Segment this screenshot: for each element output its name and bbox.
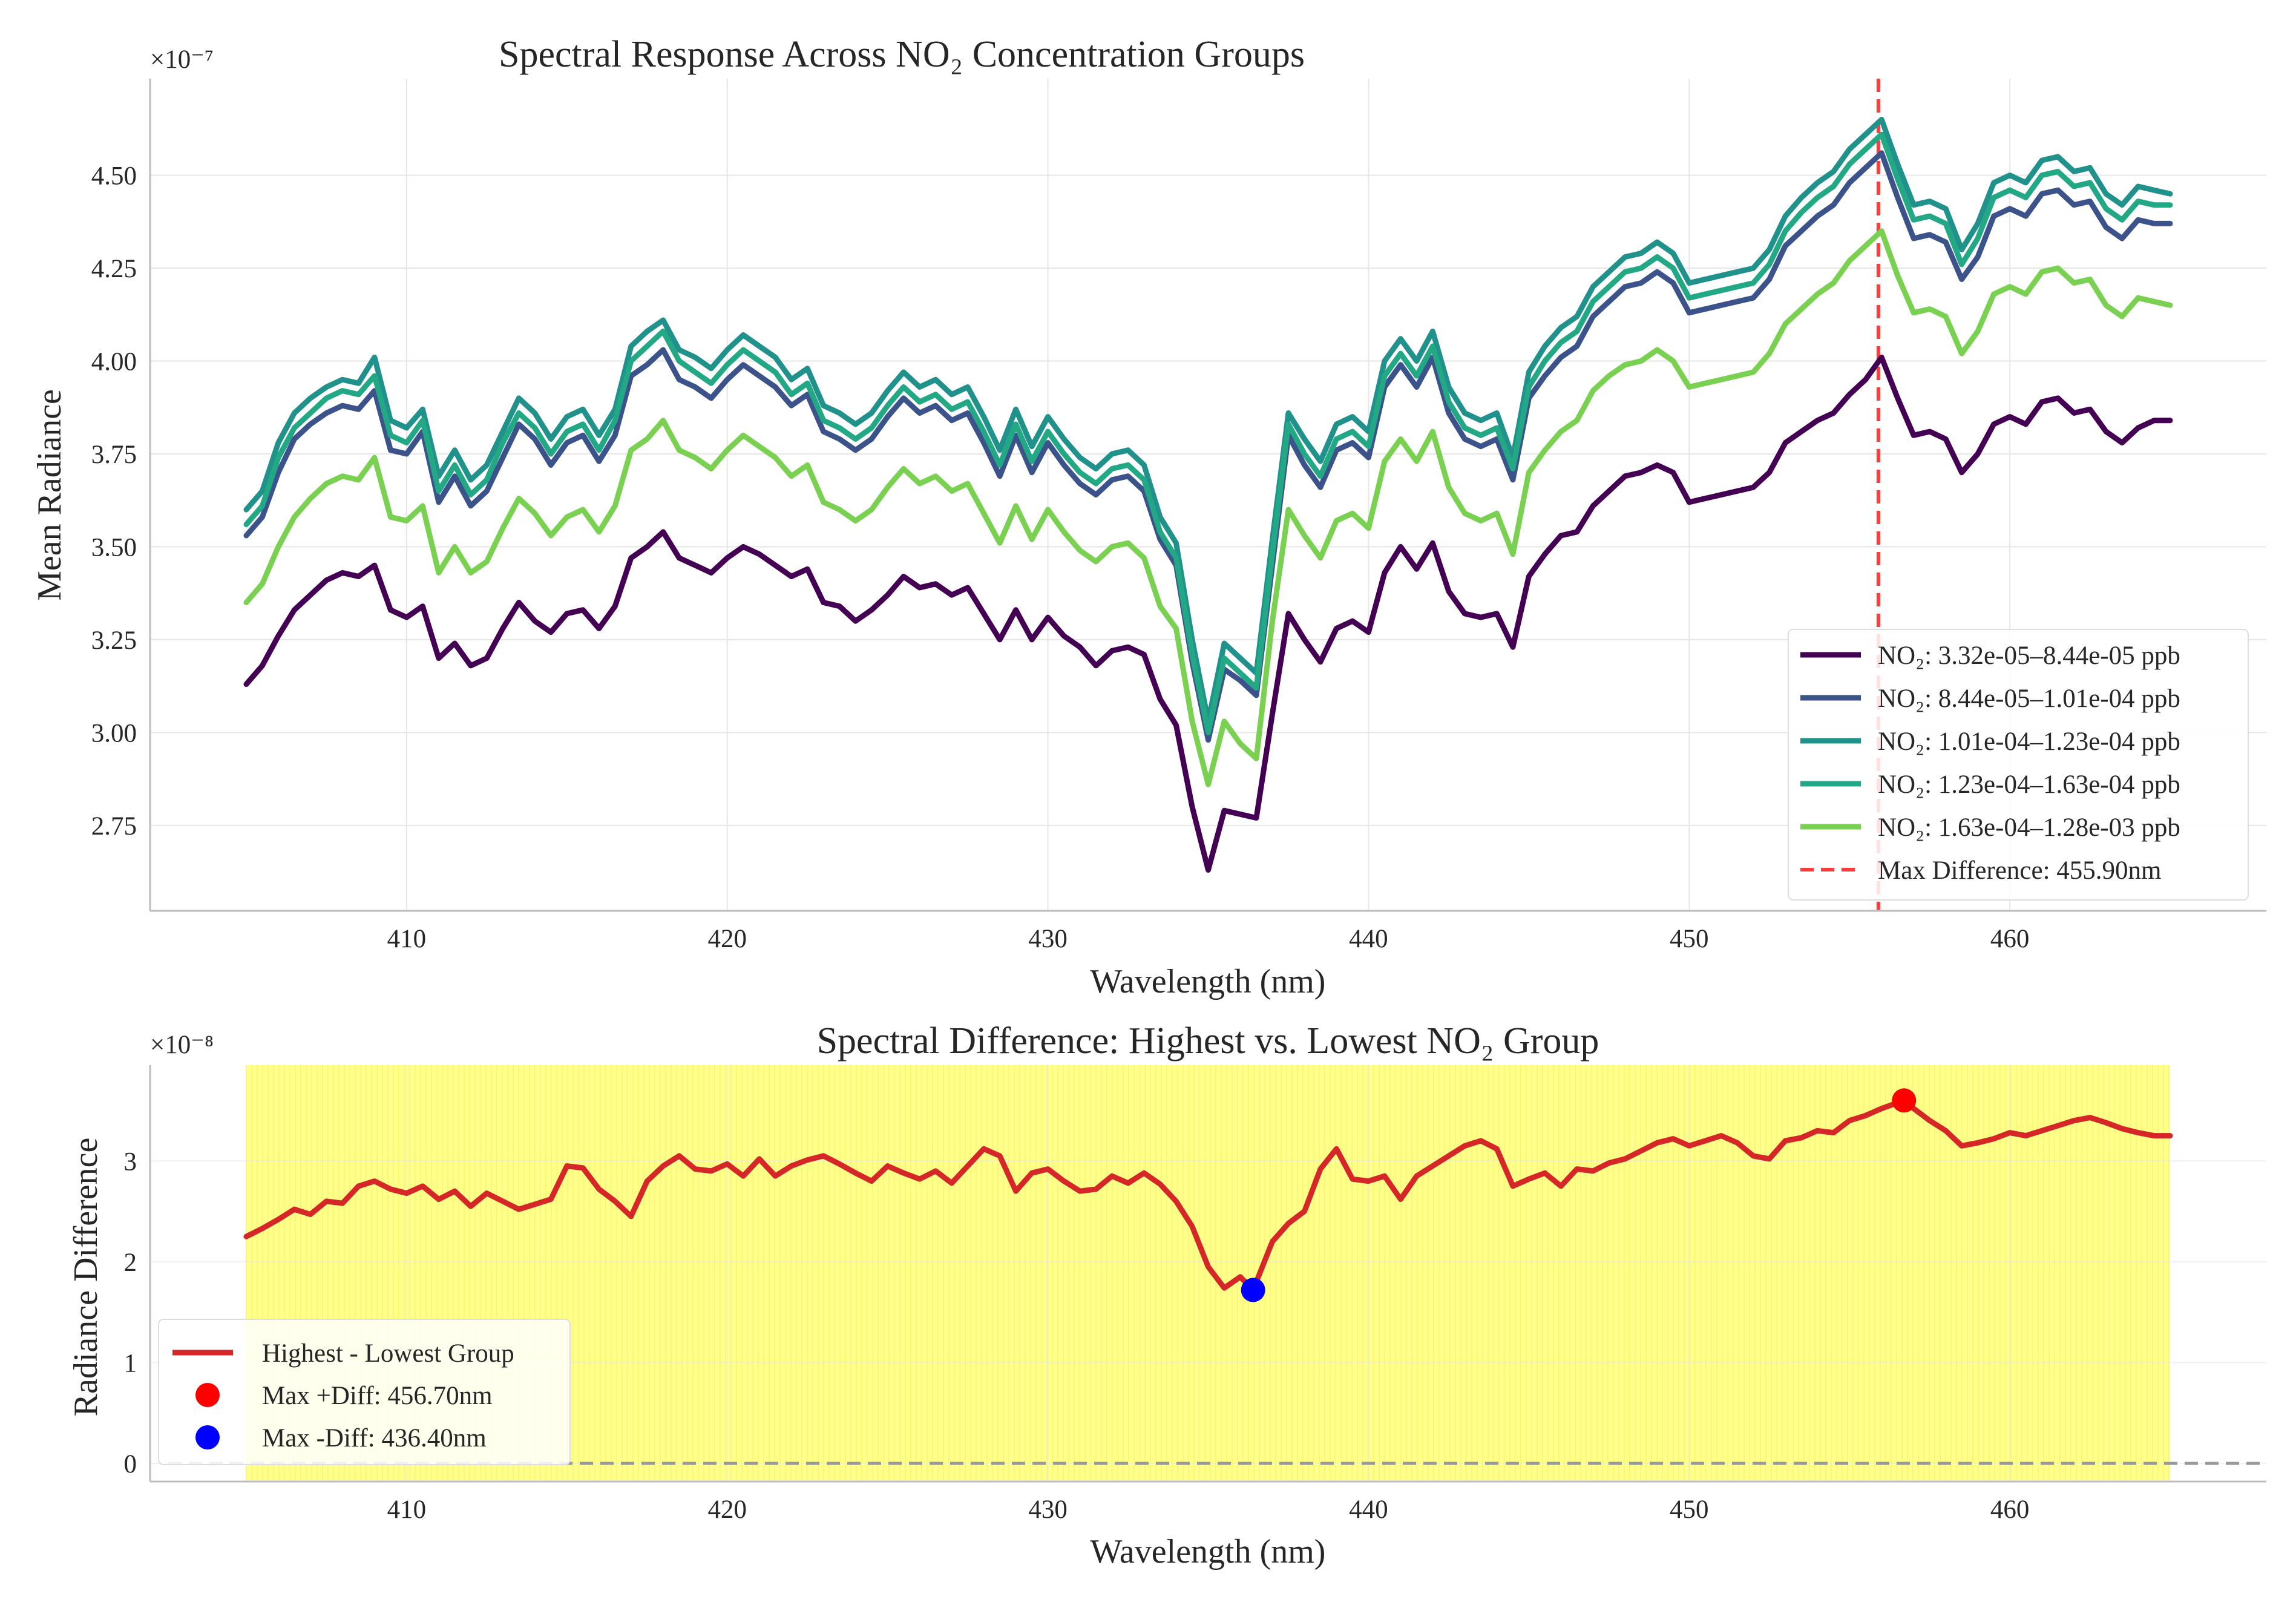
top-x-tick-label: 440 [1349, 925, 1388, 953]
bottom-y-ticks: 0 1 2 3 [124, 1147, 137, 1479]
top-x-tick-label: 460 [1990, 925, 2030, 953]
bottom-chart-title: Spectral Difference: Highest vs. Lowest … [817, 1020, 1599, 1062]
bottom-x-tick-label: 460 [1990, 1495, 2030, 1524]
bottom-x-tick-label: 430 [1028, 1495, 1068, 1524]
bottom-y-tick-label: 0 [124, 1450, 137, 1479]
top-series-lines [243, 117, 2173, 873]
top-legend-label-1: NO₂: 3.32e-05–8.44e-05 ppb [1878, 642, 2180, 670]
top-chart: Spectral Response Across NO₂ Concentrati… [31, 34, 2266, 1000]
top-legend-label-4: NO₂: 1.23e-04–1.63e-04 ppb [1878, 770, 2180, 799]
bottom-max-negative-marker [1241, 1278, 1265, 1302]
top-y-ticks: 2.75 3.00 3.25 3.50 3.75 4.00 4.25 4.50 [91, 162, 137, 841]
top-y-tick-label: 3.25 [91, 626, 137, 655]
top-series-line-1 [243, 354, 2173, 873]
bottom-x-tick-label: 410 [387, 1495, 427, 1524]
bottom-x-ticks: 410 420 430 440 450 460 [387, 1495, 2030, 1524]
top-y-tick-label: 3.75 [91, 441, 137, 469]
top-y-multiplier: ×10⁻⁷ [150, 45, 214, 74]
bottom-legend-box [158, 1319, 571, 1465]
top-series-line-4 [243, 131, 2173, 735]
top-y-tick-label: 4.50 [91, 162, 137, 191]
top-y-axis-label: Mean Radiance [31, 389, 68, 601]
top-y-tick-label: 4.00 [91, 348, 137, 376]
bottom-legend: Highest - Lowest Group Max +Diff: 456.70n… [158, 1319, 571, 1465]
top-y-tick-label: 3.50 [91, 533, 137, 562]
top-y-tick-label: 2.75 [91, 812, 137, 841]
bottom-y-tick-label: 3 [124, 1147, 137, 1176]
bottom-series-lines [243, 1097, 2173, 1293]
top-x-tick-label: 430 [1028, 925, 1068, 953]
top-x-tick-label: 410 [387, 925, 427, 953]
bottom-y-axis-label: Radiance Difference [67, 1138, 105, 1417]
top-legend-label-max-difference: Max Difference: 455.90nm [1878, 856, 2162, 885]
bottom-y-tick-label: 2 [124, 1249, 137, 1277]
bottom-x-axis-label: Wavelength (nm) [1091, 1533, 1326, 1571]
bottom-y-tick-label: 1 [124, 1349, 137, 1377]
bottom-legend-swatch-marker-2 [195, 1425, 220, 1449]
bottom-x-tick-label: 450 [1670, 1495, 1709, 1524]
top-x-axis-label: Wavelength (nm) [1091, 963, 1326, 1000]
top-x-tick-label: 420 [707, 925, 747, 953]
top-legend-label-3: NO₂: 1.01e-04–1.23e-04 ppb [1878, 727, 2180, 756]
bottom-difference-line [243, 1097, 2173, 1293]
top-series-line-5 [243, 228, 2173, 787]
bottom-axes-spines [149, 1065, 2266, 1483]
top-legend: NO₂: 3.32e-05–8.44e-05 ppb NO₂: 8.44e-05–… [1788, 629, 2249, 901]
bottom-legend-label-marker-2: Max -Diff: 436.40nm [262, 1424, 487, 1452]
bottom-legend-label-marker-1: Max +Diff: 456.70nm [262, 1382, 493, 1410]
top-y-tick-label: 3.00 [91, 719, 137, 747]
bottom-y-multiplier: ×10⁻⁸ [150, 1031, 214, 1059]
bottom-x-tick-label: 420 [707, 1495, 747, 1524]
top-legend-box [1788, 629, 2249, 901]
bottom-legend-label-line: Highest - Lowest Group [262, 1339, 514, 1368]
top-series-line-2 [243, 150, 2173, 743]
top-legend-label-2: NO₂: 8.44e-05–1.01e-04 ppb [1878, 684, 2180, 713]
bottom-legend-swatch-marker-1 [195, 1383, 220, 1407]
top-chart-title: Spectral Response Across NO₂ Concentrati… [499, 34, 1305, 75]
bottom-legend-items: Highest - Lowest Group Max +Diff: 456.70n… [172, 1339, 514, 1452]
top-x-ticks: 410 420 430 440 450 460 [387, 925, 2030, 953]
top-y-tick-label: 4.25 [91, 255, 137, 283]
top-legend-items: NO₂: 3.32e-05–8.44e-05 ppb NO₂: 8.44e-05–… [1800, 642, 2180, 885]
bottom-max-positive-marker [1892, 1088, 1917, 1113]
top-x-tick-label: 450 [1670, 925, 1709, 953]
bottom-x-tick-label: 440 [1349, 1495, 1388, 1524]
bottom-chart: Spectral Difference: Highest vs. Lowest … [67, 1020, 2266, 1571]
top-legend-label-5: NO₂: 1.63e-04–1.28e-03 ppb [1878, 813, 2180, 842]
top-axes-spines [149, 79, 2266, 912]
bottom-markers [1241, 1088, 1917, 1302]
